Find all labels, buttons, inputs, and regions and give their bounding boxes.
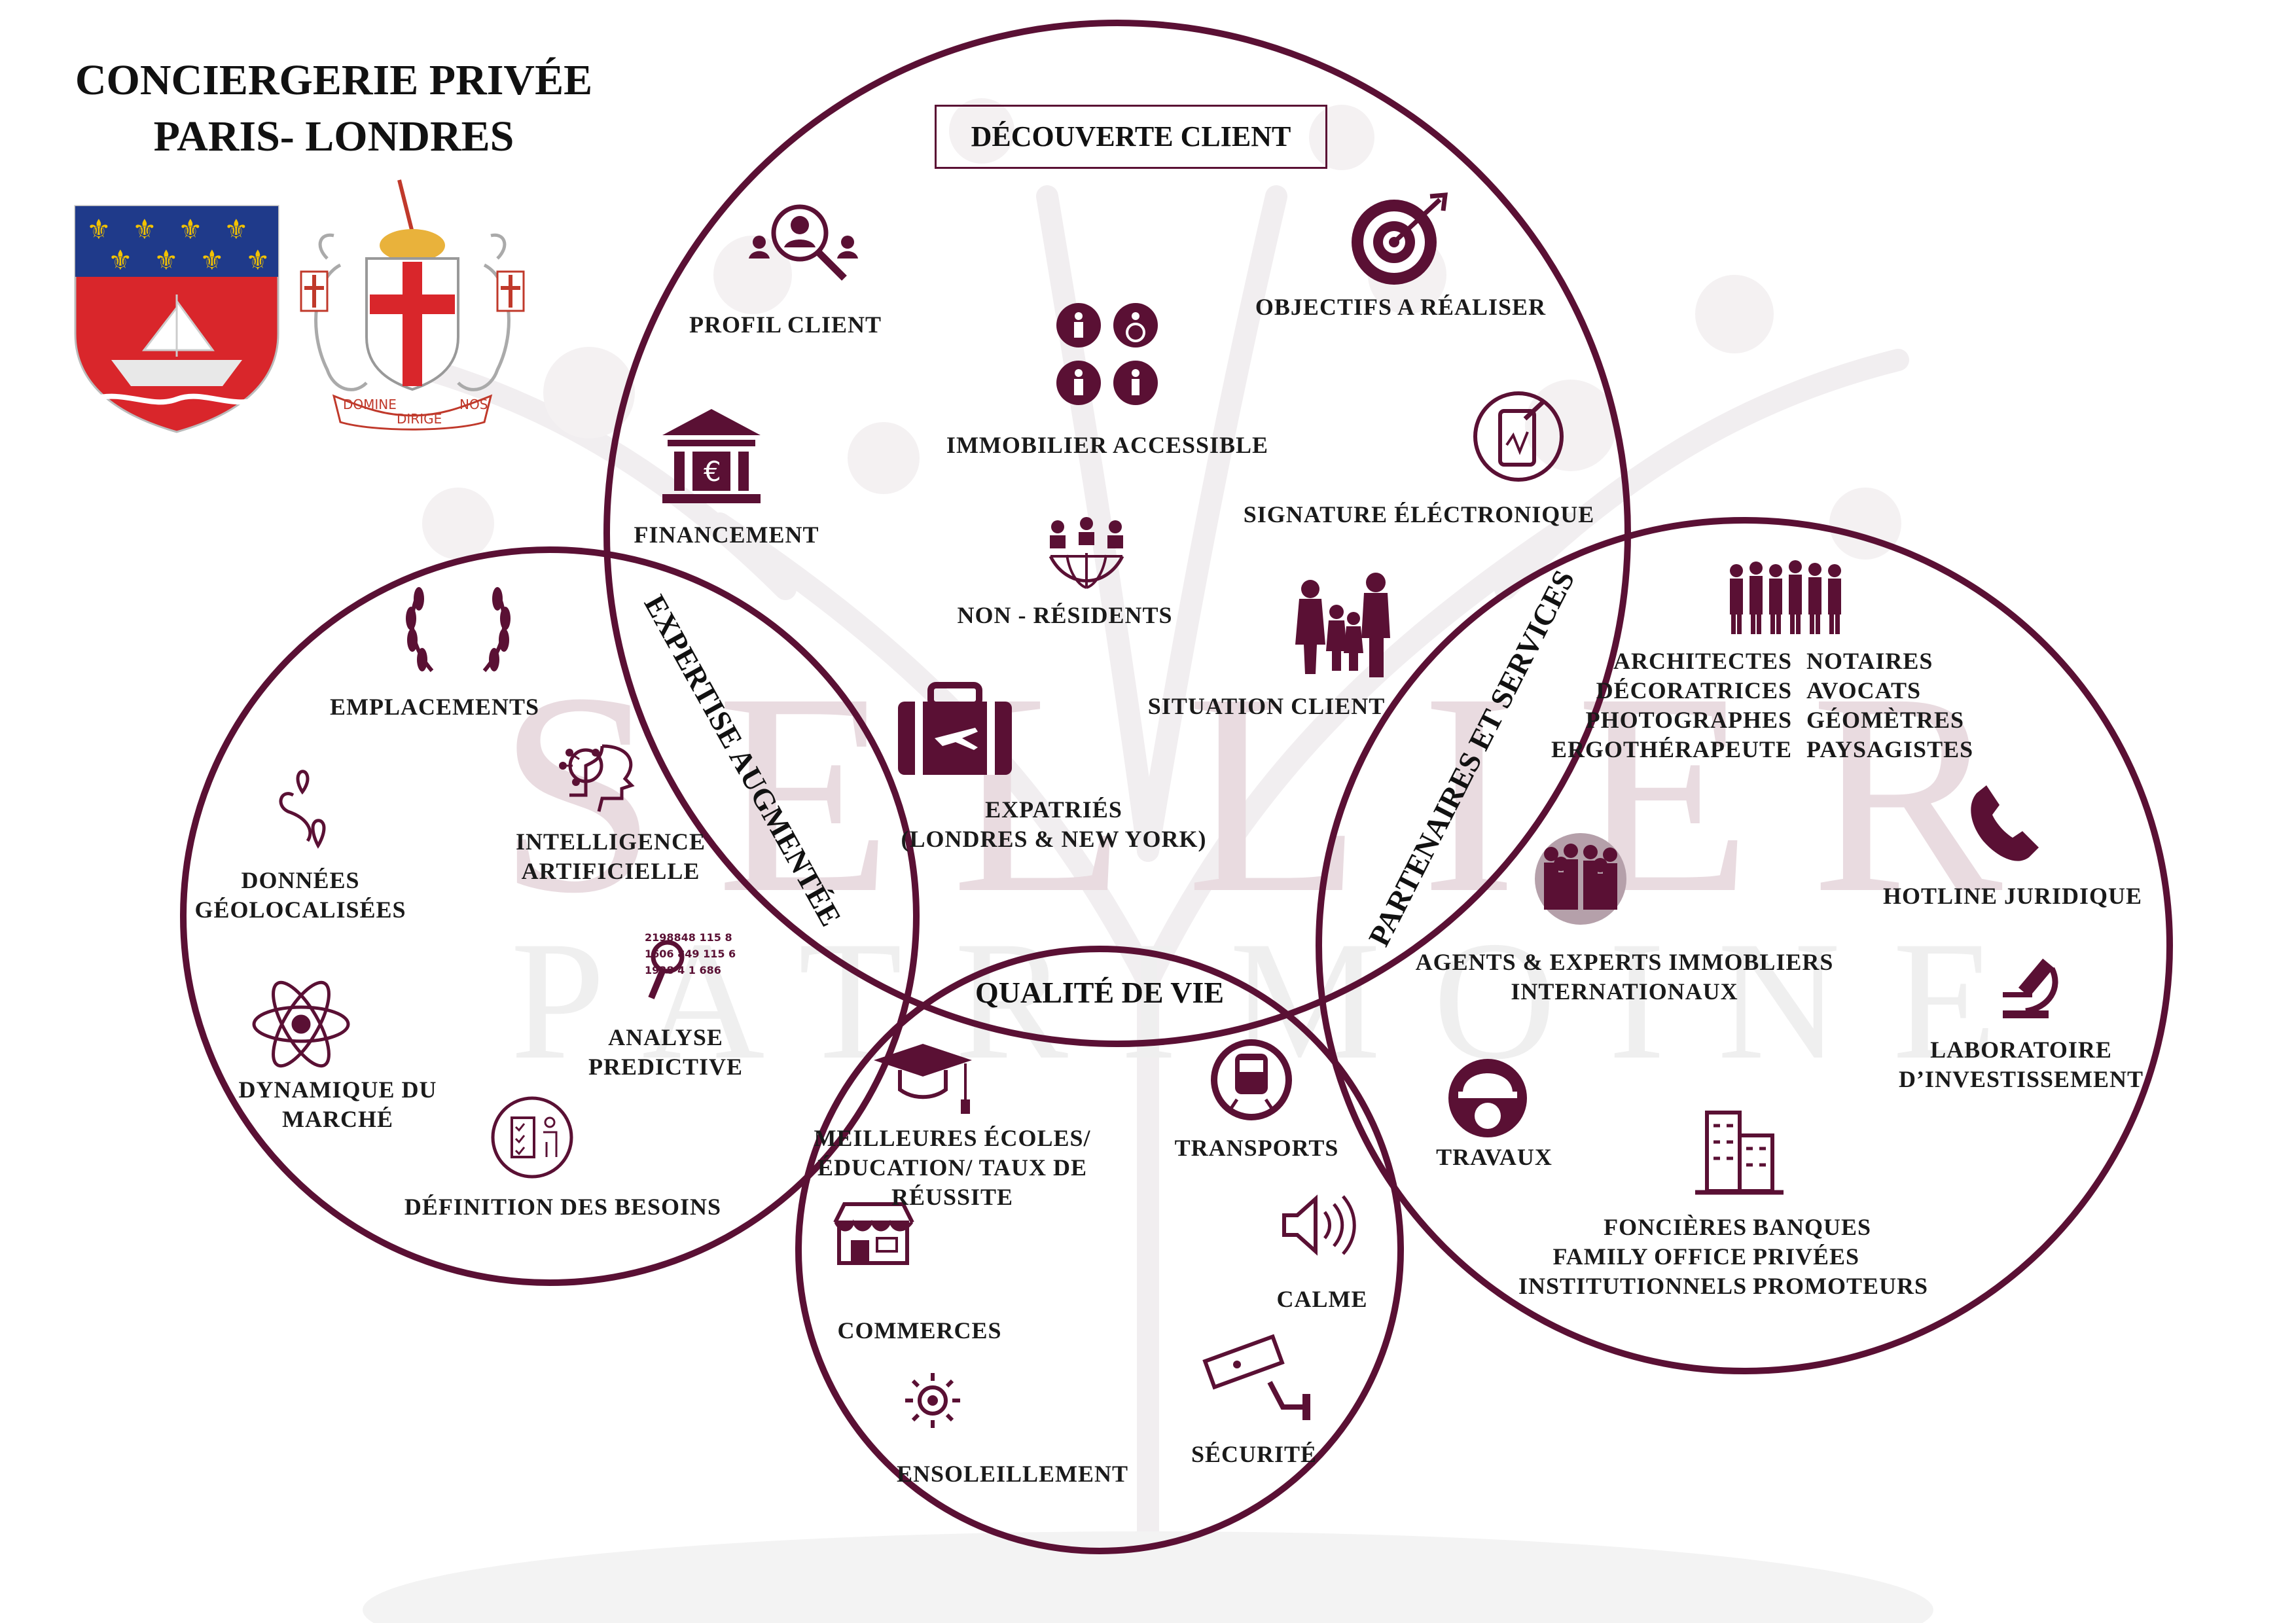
label-partners-right: NOTAIRES AVOCATS GÉOMÈTRES PAYSAGISTES (1806, 648, 1974, 762)
label-agents-experts: AGENTS & EXPERTS IMMOBLIERS INTERNATIONA… (1415, 949, 1834, 1005)
buildings-icon (1695, 1111, 1784, 1195)
magnifier-data-icon: 2198848 115 8 1606 849 115 6 1938 4 1 68… (645, 931, 736, 999)
svg-text:⚜: ⚜ (132, 213, 157, 245)
label-intelligence-artificielle: INTELLIGENCE ARTIFICIELLE (515, 829, 706, 884)
crest-motto-left: DOMINE (343, 397, 397, 412)
atom-icon (252, 980, 350, 1068)
label-donnees-geolocalisees: DONNÉES GÉOLOCALISÉES (194, 867, 406, 923)
security-camera-icon (1202, 1334, 1310, 1420)
suitcase-plane-icon (898, 682, 1012, 775)
svg-text:⚜: ⚜ (178, 213, 203, 245)
label-meilleures-ecoles: MEILLEURES ÉCOLES/ ÉDUCATION/ TAUX DE RÉ… (814, 1125, 1091, 1210)
svg-text:€: € (704, 455, 721, 488)
family-icon (1295, 573, 1390, 677)
data-numbers-2: 1606 849 115 6 (645, 948, 736, 960)
page-title: CONCIERGERIE PRIVÉE PARIS- LONDRES (75, 56, 593, 160)
circle-partenaires-services (1316, 517, 2173, 1374)
data-numbers-1: 2198848 115 8 (645, 931, 732, 944)
profile-search-icon (749, 204, 858, 281)
bank-euro-icon: € (662, 409, 761, 503)
svg-text:⚜: ⚜ (224, 213, 249, 245)
paris-coat-of-arms: ⚜ ⚜ ⚜ ⚜ ⚜ ⚜ ⚜ ⚜ (74, 205, 279, 433)
label-transports: TRANSPORTS (1174, 1135, 1339, 1161)
microscope-icon (2003, 958, 2058, 1018)
circle-expertise-augmentee (180, 546, 920, 1286)
worker-helmet-icon (1448, 1059, 1527, 1137)
label-signature: SIGNATURE ÉLÉCTRONIQUE (1243, 501, 1595, 527)
location-route-icon (279, 770, 326, 849)
circle-qualite-de-vie (795, 946, 1404, 1554)
global-people-icon (1049, 517, 1124, 589)
label-ensoleillement: ENSOLEILLEMENT (896, 1461, 1129, 1487)
ai-head-icon (559, 744, 635, 812)
business-team-icon (1730, 560, 1841, 634)
london-coat-of-arms: DOMINE DIRIGE NOS (300, 179, 525, 431)
accessibility-icons (1056, 303, 1158, 405)
crowd-globe-icon (1535, 833, 1626, 925)
laurel-wreath-icon (406, 587, 511, 672)
label-hotline-juridique: HOTLINE JURIDIQUE (1882, 883, 2143, 909)
svg-text:⚜: ⚜ (245, 244, 270, 276)
label-dynamique-marche: DYNAMIQUE DU MARCHÉ (238, 1077, 437, 1132)
sun-icon (905, 1373, 960, 1428)
label-profil-client: PROFIL CLIENT (689, 312, 882, 338)
crest-motto-center: DIRIGE (397, 411, 442, 427)
checklist-person-icon (491, 1096, 573, 1179)
label-commerces: COMMERCES (837, 1317, 1002, 1344)
label-definition-besoins: DÉFINITION DES BESOINS (404, 1194, 722, 1220)
label-securite: SÉCURITÉ (1191, 1441, 1318, 1467)
label-calme: CALME (1276, 1286, 1368, 1312)
target-icon (1352, 192, 1448, 285)
svg-text:⚜: ⚜ (108, 244, 133, 276)
label-objectifs: OBJECTIFS A RÉALISER (1255, 294, 1547, 320)
data-numbers-3: 1938 4 1 686 (645, 964, 721, 976)
label-expatries: EXPATRIÉS (LONDRES & NEW YORK) (901, 796, 1207, 852)
label-foncieres-right: BANQUES PRIVÉES PROMOTEURS (1753, 1214, 1929, 1299)
tablet-signature-icon (1473, 391, 1564, 482)
label-partners-left: ARCHITECTES DÉCORATRICES PHOTOGRAPHES ER… (1551, 648, 1793, 762)
label-emplacements: EMPLACEMENTS (329, 694, 540, 720)
section-decouverte-client: DÉCOUVERTE CLIENT (935, 105, 1327, 169)
label-situation-client: SITUATION CLIENT (1147, 693, 1386, 719)
train-icon (1211, 1039, 1292, 1120)
label-foncieres-left: FONCIÈRES FAMILY OFFICE INSTITUTIONNELS (1518, 1214, 1748, 1299)
phone-icon (1971, 785, 2039, 861)
crest-motto-right: NOS (459, 397, 488, 412)
label-analyse-predictive: ANALYSE PREDICTIVE (588, 1024, 744, 1080)
svg-text:⚜: ⚜ (154, 244, 179, 276)
svg-text:⚜: ⚜ (86, 213, 111, 245)
section-qualite-de-vie: QUALITÉ DE VIE (975, 976, 1225, 1009)
label-immobilier-accessible: IMMOBILIER ACCESSIBLE (946, 432, 1269, 458)
speaker-icon (1282, 1194, 1356, 1256)
label-laboratoire: LABORATOIRE D’INVESTISSEMENT (1898, 1037, 2144, 1092)
label-travaux: TRAVAUX (1436, 1144, 1552, 1170)
label-financement: FINANCEMENT (634, 522, 819, 548)
label-non-residents: NON - RÉSIDENTS (957, 602, 1173, 628)
watermark-sellier: SELLIER (497, 634, 2062, 953)
shop-icon (833, 1202, 914, 1265)
svg-text:⚜: ⚜ (200, 244, 224, 276)
graduation-cap-icon (874, 1044, 972, 1114)
